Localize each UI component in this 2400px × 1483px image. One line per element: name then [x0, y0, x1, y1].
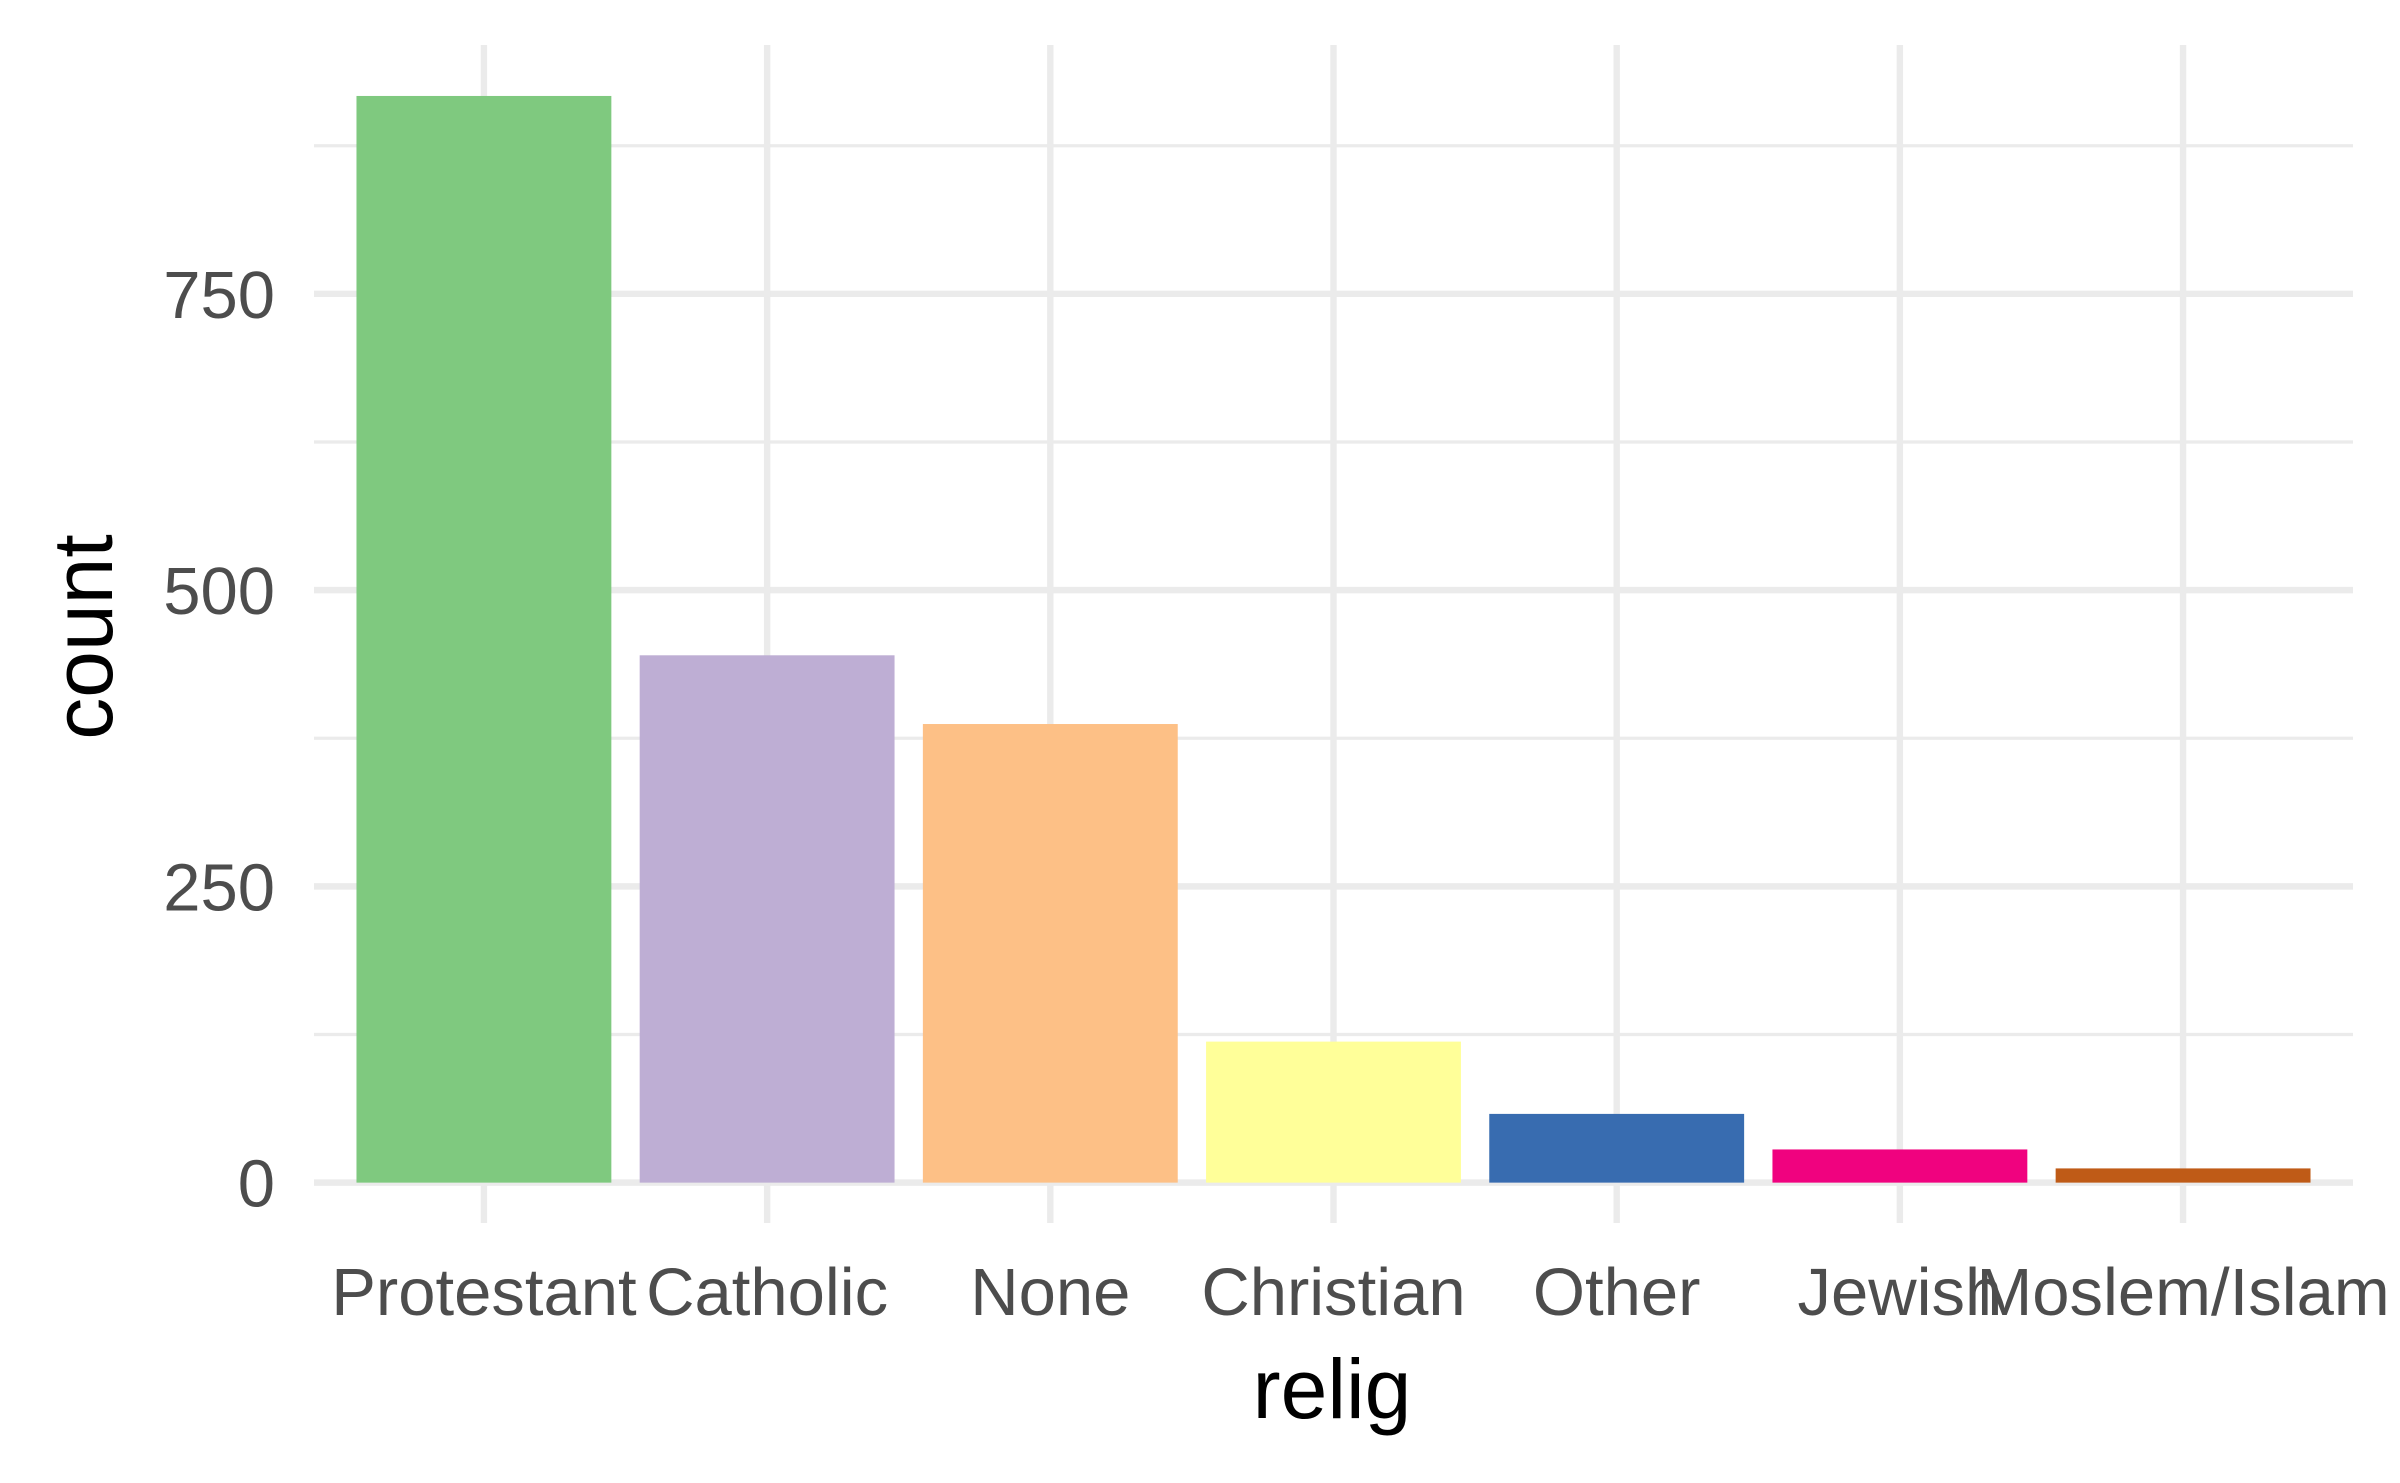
- y-tick-label: 250: [163, 850, 275, 925]
- bar-catholic: [639, 655, 895, 1183]
- y-tick-label: 0: [238, 1147, 275, 1222]
- x-tick-label: Christian: [1201, 1255, 1465, 1330]
- bar-jewish: [1772, 1149, 2028, 1183]
- y-tick-label: 500: [163, 554, 275, 629]
- x-axis-title: relig: [1253, 1342, 1412, 1436]
- x-tick-label: Catholic: [646, 1255, 888, 1330]
- bar-protestant: [356, 95, 612, 1183]
- x-tick-label: Moslem/Islam: [1976, 1255, 2389, 1330]
- x-tick-label: Protestant: [331, 1255, 637, 1330]
- y-tick-label: 750: [163, 258, 275, 333]
- x-tick-label: None: [970, 1255, 1130, 1330]
- x-axis-tick-labels: Protestant Catholic None Christian Other Jewi…: [331, 1255, 2389, 1330]
- y-axis-title: count: [36, 534, 130, 740]
- bars: [356, 95, 2311, 1183]
- bar-christian: [1206, 1041, 1461, 1183]
- bar-none: [922, 724, 1178, 1183]
- y-axis-tick-labels: 0 250 500 750: [163, 258, 275, 1222]
- bar-other: [1489, 1113, 1745, 1183]
- x-tick-label: Other: [1533, 1255, 1701, 1330]
- bar-moslem-islam: [2055, 1168, 2311, 1183]
- x-tick-label: Jewish: [1797, 1255, 2002, 1330]
